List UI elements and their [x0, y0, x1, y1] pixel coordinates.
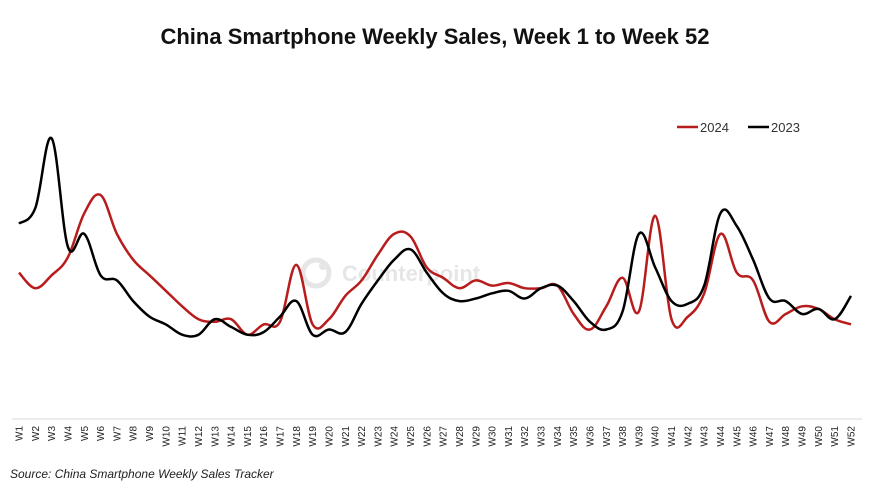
x-tick-label-W18: W18: [292, 426, 303, 447]
x-tick-label-W26: W26: [422, 426, 433, 447]
x-tick-label-W6: W6: [96, 426, 107, 441]
legend: 2024 2023: [677, 120, 800, 135]
x-tick-label-W3: W3: [47, 426, 58, 441]
x-tick-label-W20: W20: [325, 426, 336, 447]
x-tick-label-W39: W39: [634, 426, 645, 447]
x-tick-label-W34: W34: [553, 426, 564, 447]
x-tick-label-W24: W24: [390, 426, 401, 447]
x-tick-label-W42: W42: [683, 426, 694, 447]
x-tick-label-W16: W16: [259, 426, 270, 447]
x-tick-label-W15: W15: [243, 426, 254, 447]
x-tick-label-W8: W8: [129, 426, 140, 441]
series-points-2023: [18, 137, 852, 335]
x-tick-label-W17: W17: [276, 426, 287, 447]
x-tick-label-W21: W21: [341, 426, 352, 447]
x-tick-label-W38: W38: [618, 426, 629, 447]
source-note: Source: China Smartphone Weekly Sales Tr…: [10, 467, 274, 481]
x-tick-label-W36: W36: [586, 426, 597, 447]
x-tick-label-W7: W7: [112, 426, 123, 441]
x-tick-label-W40: W40: [651, 426, 662, 447]
x-tick-label-W13: W13: [210, 426, 221, 447]
x-tick-label-W14: W14: [227, 426, 238, 447]
x-tick-label-W46: W46: [749, 426, 760, 447]
x-tick-label-W35: W35: [569, 426, 580, 447]
legend-label-2023: 2023: [771, 120, 800, 135]
watermark-text: Counterpoint: [342, 261, 481, 286]
x-tick-label-W50: W50: [814, 426, 825, 447]
series-line-2023: [18, 136, 853, 338]
x-tick-label-W9: W9: [145, 426, 156, 441]
x-tick-label-W31: W31: [504, 426, 515, 447]
x-tick-label-W27: W27: [439, 426, 450, 447]
x-tick-label-W11: W11: [178, 426, 189, 446]
x-tick-label-W4: W4: [63, 426, 74, 441]
x-tick-label-W43: W43: [700, 426, 711, 447]
x-tick-label-W2: W2: [31, 426, 42, 441]
x-tick-label-W30: W30: [488, 426, 499, 447]
x-tick-label-W45: W45: [732, 426, 743, 447]
x-tick-label-W33: W33: [537, 426, 548, 447]
series-line-2024: [18, 193, 852, 336]
x-tick-label-W22: W22: [357, 426, 368, 447]
x-tick-label-W44: W44: [716, 426, 727, 447]
x-tick-label-W48: W48: [781, 426, 792, 447]
series-layer: [18, 136, 853, 338]
x-tick-label-W1: W1: [15, 426, 26, 441]
x-tick-label-W10: W10: [161, 426, 172, 447]
x-tick-label-W51: W51: [830, 426, 841, 447]
legend-label-2024: 2024: [700, 120, 729, 135]
x-tick-label-W41: W41: [667, 426, 678, 447]
x-tick-label-W52: W52: [847, 426, 858, 447]
x-tick-label-W25: W25: [406, 426, 417, 447]
x-tick-labels: W1 W2 W3 W4 W5 W6 W7 W8 W9 W10 W11 W12 W13 W14 W15 W16 W…: [15, 426, 858, 447]
watermark-logo-icon: [300, 257, 332, 289]
x-tick-label-W12: W12: [194, 426, 205, 447]
x-tick-label-W5: W5: [80, 426, 91, 441]
x-tick-label-W23: W23: [373, 426, 384, 447]
x-tick-label-W29: W29: [471, 426, 482, 447]
x-tick-label-W19: W19: [308, 426, 319, 447]
x-tick-label-W47: W47: [765, 426, 776, 447]
x-tick-label-W37: W37: [602, 426, 613, 447]
x-tick-label-W32: W32: [520, 426, 531, 447]
watermark-logo-dot-icon: [319, 262, 327, 270]
x-tick-label-W28: W28: [455, 426, 466, 447]
chart-title: China Smartphone Weekly Sales, Week 1 to…: [160, 24, 710, 49]
x-tick-label-W49: W49: [798, 426, 809, 447]
